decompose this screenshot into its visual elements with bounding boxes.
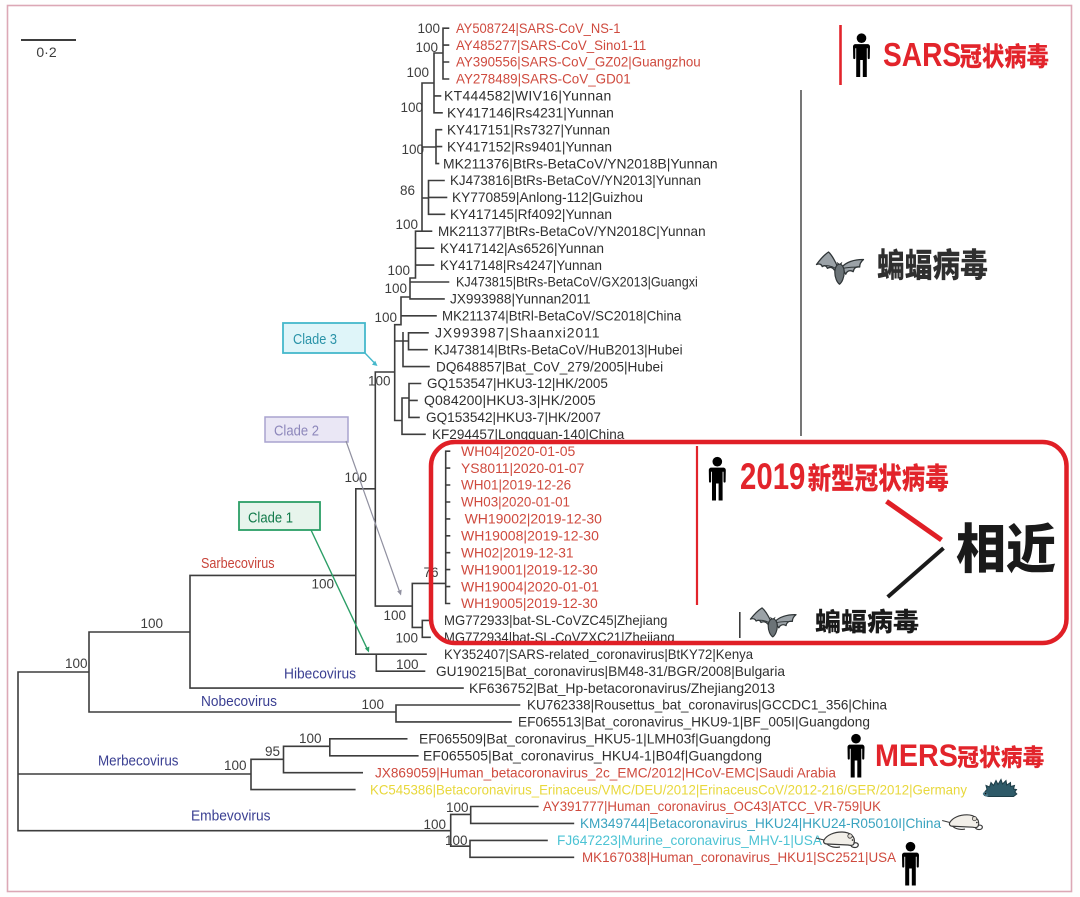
svg-text:MK211374|BtRl-BetaCoV/SC2018|C: MK211374|BtRl-BetaCoV/SC2018|China	[442, 308, 681, 324]
svg-text:EF065513|Bat_coronavirus_HKU9-: EF065513|Bat_coronavirus_HKU9-1|BF_005I|…	[518, 714, 870, 730]
svg-text:KY417146|Rs4231|Yunnan: KY417146|Rs4231|Yunnan	[447, 105, 614, 121]
svg-text:100: 100	[299, 731, 322, 746]
svg-text:100: 100	[387, 263, 410, 278]
svg-text:KY417142|As6526|Yunnan: KY417142|As6526|Yunnan	[440, 240, 604, 256]
svg-text:Nobecovirus: Nobecovirus	[201, 694, 277, 710]
svg-text:WH03|2020-01-01: WH03|2020-01-01	[461, 494, 570, 510]
svg-text:MK211377|BtRs-BetaCoV/YN2018C|: MK211377|BtRs-BetaCoV/YN2018C|Yunnan	[438, 223, 706, 239]
svg-text:GQ153542|HKU3-7|HK/2007: GQ153542|HKU3-7|HK/2007	[426, 409, 601, 425]
svg-text:Q084200|HKU3-3|HK/2005: Q084200|HKU3-3|HK/2005	[424, 392, 596, 408]
svg-text:WH19005|2019-12-30: WH19005|2019-12-30	[461, 595, 598, 611]
svg-text:SARS: SARS	[883, 36, 961, 74]
svg-text:100: 100	[423, 817, 446, 832]
svg-text:100: 100	[374, 310, 397, 325]
svg-text:AY278489|SARS-CoV_GD01: AY278489|SARS-CoV_GD01	[456, 71, 631, 87]
svg-text:MG772933|bat-SL-CoVZC45|Zhejia: MG772933|bat-SL-CoVZC45|Zhejiang	[444, 612, 668, 628]
svg-text:EF065505|Bat_coronavirus_HKU4-: EF065505|Bat_coronavirus_HKU4-1|B04f|Gua…	[423, 748, 762, 764]
svg-text:Clade 1: Clade 1	[248, 510, 293, 527]
svg-text:KJ473814|BtRs-BetaCoV/HuB2013|: KJ473814|BtRs-BetaCoV/HuB2013|Hubei	[434, 341, 683, 357]
svg-text:KF294457|Longquan-140|China: KF294457|Longquan-140|China	[432, 426, 624, 442]
svg-text:KY417148|Rs4247|Yunnan: KY417148|Rs4247|Yunnan	[440, 257, 602, 273]
svg-text:100: 100	[65, 656, 88, 671]
svg-text:KY417151|Rs7327|Yunnan: KY417151|Rs7327|Yunnan	[447, 121, 610, 137]
svg-text:GU190215|Bat_coronavirus|BM48-: GU190215|Bat_coronavirus|BM48-31/BGR/200…	[436, 663, 785, 679]
svg-text:100: 100	[344, 470, 367, 485]
svg-text:EF065509|Bat_coronavirus_HKU5-: EF065509|Bat_coronavirus_HKU5-1|LMH03f|G…	[419, 731, 771, 747]
svg-text:WH19001|2019-12-30: WH19001|2019-12-30	[461, 561, 598, 577]
svg-text:Clade 3: Clade 3	[293, 331, 337, 348]
svg-text:100: 100	[401, 142, 424, 157]
svg-text:MK211376|BtRs-BetaCoV/YN2018B|: MK211376|BtRs-BetaCoV/YN2018B|Yunnan	[443, 155, 718, 171]
svg-text:WH19008|2019-12-30: WH19008|2019-12-30	[461, 528, 599, 544]
svg-text:100: 100	[368, 374, 391, 389]
svg-text:FJ647223|Murine_coronavirus_MH: FJ647223|Murine_coronavirus_MHV-1|USA	[557, 832, 823, 848]
svg-text:WH19004|2020-01-01: WH19004|2020-01-01	[461, 578, 599, 594]
svg-text:JX993988|Yunnan2011: JX993988|Yunnan2011	[450, 291, 591, 307]
svg-text:KY770859|Anlong-112|Guizhou: KY770859|Anlong-112|Guizhou	[452, 189, 643, 205]
svg-text:2019: 2019	[740, 457, 805, 498]
svg-text:GQ153547|HKU3-12|HK/2005: GQ153547|HKU3-12|HK/2005	[427, 375, 608, 391]
svg-text:JX869059|Human_betacoronavirus: JX869059|Human_betacoronavirus_2c_EMC/20…	[375, 764, 836, 780]
svg-text:KJ473816|BtRs-BetaCoV/YN2013|Y: KJ473816|BtRs-BetaCoV/YN2013|Yunnan	[450, 172, 701, 188]
svg-text:100: 100	[224, 758, 247, 773]
svg-text:WH19002|2019-12-30: WH19002|2019-12-30	[465, 511, 603, 527]
svg-text:MK167038|Human_coronavirus_HKU: MK167038|Human_coronavirus_HKU1|SC2521|U…	[582, 849, 897, 865]
svg-text:JX993987|Shaanxi2011: JX993987|Shaanxi2011	[435, 325, 600, 341]
svg-text:100: 100	[396, 657, 419, 672]
svg-text:KM349744|Betacoronavirus_HKU24: KM349744|Betacoronavirus_HKU24|HKU24-R05…	[580, 815, 941, 831]
svg-text:KC545386|Betacoronavirus_Erina: KC545386|Betacoronavirus_Erinaceus/VMC/D…	[370, 781, 967, 797]
svg-text:WH01|2019-12-26: WH01|2019-12-26	[461, 477, 571, 493]
svg-text:KJ473815|BtRs-BetaCoV/GX2013|G: KJ473815|BtRs-BetaCoV/GX2013|Guangxi	[456, 274, 698, 290]
svg-text:100: 100	[400, 100, 423, 115]
svg-text:MERS: MERS	[875, 739, 958, 774]
svg-text:KU762338|Rousettus_bat_coronav: KU762338|Rousettus_bat_coronavirus|GCCDC…	[527, 697, 887, 713]
svg-text:Embevovirus: Embevovirus	[191, 809, 271, 825]
svg-text:100: 100	[406, 65, 429, 80]
svg-text:100: 100	[140, 616, 163, 631]
svg-text:100: 100	[361, 697, 384, 712]
svg-text:100: 100	[415, 40, 438, 55]
svg-text:95: 95	[265, 744, 280, 759]
svg-text:Hibecovirus: Hibecovirus	[284, 667, 356, 683]
svg-text:AY390556|SARS-CoV_GZ02|Guangzh: AY390556|SARS-CoV_GZ02|Guangzhou	[456, 54, 701, 70]
svg-text:KY417152|Rs9401|Yunnan: KY417152|Rs9401|Yunnan	[447, 138, 612, 154]
svg-text:100: 100	[417, 21, 440, 36]
svg-text:100: 100	[445, 833, 468, 848]
svg-text:86: 86	[400, 183, 415, 198]
svg-text:100: 100	[311, 577, 334, 592]
svg-text:0·2: 0·2	[36, 44, 56, 60]
svg-text:AY391777|Human_coronavirus_OC4: AY391777|Human_coronavirus_OC43|ATCC_VR-…	[543, 798, 882, 814]
svg-text:DQ648857|Bat_CoV_279/2005|Hube: DQ648857|Bat_CoV_279/2005|Hubei	[436, 358, 663, 374]
svg-text:WH04|2020-01-05: WH04|2020-01-05	[461, 443, 576, 459]
svg-text:100: 100	[384, 281, 407, 296]
svg-text:100: 100	[383, 608, 406, 623]
svg-text:YS8011|2020-01-07: YS8011|2020-01-07	[461, 460, 585, 476]
svg-text:Sarbecovirus: Sarbecovirus	[201, 556, 275, 572]
svg-text:KT444582|WIV16|Yunnan: KT444582|WIV16|Yunnan	[444, 88, 611, 104]
svg-text:KF636752|Bat_Hp-betacoronaviru: KF636752|Bat_Hp-betacoronavirus/Zhejiang…	[469, 680, 775, 696]
svg-text:100: 100	[446, 800, 469, 815]
svg-text:KY352407|SARS-related_coronavi: KY352407|SARS-related_coronavirus|BtKY72…	[444, 646, 753, 662]
svg-text:100: 100	[395, 631, 418, 646]
svg-text:100: 100	[395, 217, 418, 232]
svg-text:Merbecovirus: Merbecovirus	[98, 754, 179, 770]
svg-text:AY508724|SARS-CoV_NS-1: AY508724|SARS-CoV_NS-1	[456, 20, 621, 36]
svg-text:AY485277|SARS-CoV_Sino1-11: AY485277|SARS-CoV_Sino1-11	[456, 37, 646, 53]
svg-text:WH02|2019-12-31: WH02|2019-12-31	[461, 544, 574, 560]
svg-text:KY417145|Rf4092|Yunnan: KY417145|Rf4092|Yunnan	[450, 206, 612, 222]
svg-text:Clade 2: Clade 2	[274, 423, 319, 440]
